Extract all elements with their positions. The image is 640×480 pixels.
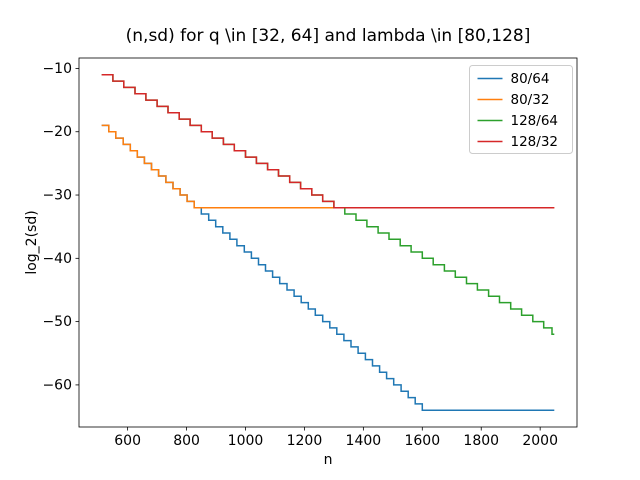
x-tick-label: 1000	[228, 433, 264, 449]
y-tick-label: −10	[42, 61, 72, 77]
legend: 80/64 80/32 128/64 128/32	[469, 65, 573, 154]
x-tick-label: 1800	[463, 433, 499, 449]
series-line-128-32	[101, 74, 555, 209]
x-tick-label: 600	[114, 433, 141, 449]
y-tick-label: −30	[42, 188, 72, 204]
x-axis-label: n	[324, 452, 333, 468]
legend-box	[469, 65, 573, 154]
x-tick-label: 800	[173, 433, 200, 449]
y-tick-label: −50	[42, 314, 72, 330]
x-tick-label: 1400	[346, 433, 382, 449]
chart-title: (n,sd) for q \in [32, 64] and lambda \in…	[126, 26, 531, 46]
legend-entry-label: 128/32	[511, 134, 559, 150]
y-tick-label: −60	[42, 377, 72, 393]
y-tick-label: −40	[42, 251, 72, 267]
x-tick-label: 2000	[522, 433, 558, 449]
x-tick-label: 1200	[287, 433, 323, 449]
legend-entry-label: 128/64	[511, 113, 559, 129]
x-tick-label: 1600	[404, 433, 440, 449]
series-layer	[101, 74, 555, 411]
series-line-80-32	[101, 124, 555, 209]
y-tick-label: −20	[42, 124, 72, 140]
tick-layer: 600 800 1000 1200 1400 1600 1800 2000 −10 −20 −30 −…	[42, 61, 558, 449]
legend-entry-label: 80/32	[511, 92, 550, 108]
axes-spines	[78, 57, 578, 428]
y-axis-label: log_2(sd)	[24, 210, 40, 274]
legend-entry-label: 80/64	[511, 71, 550, 87]
